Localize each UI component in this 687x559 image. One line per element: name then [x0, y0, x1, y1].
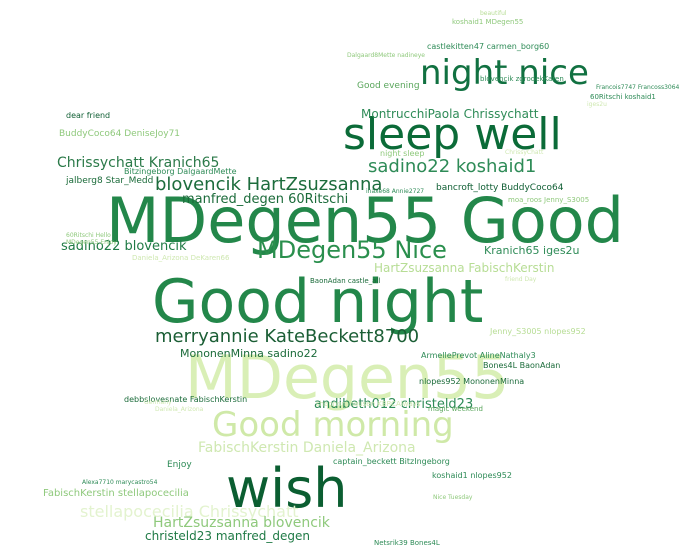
cloud-word: Dalgaard8Mette nadineye: [347, 52, 425, 59]
cloud-word: ArmellePrevot AlineNathaly3: [421, 351, 536, 360]
cloud-word: MDegen55 Nice: [257, 236, 447, 264]
cloud-word: debbslovesnate FabischKerstin: [124, 395, 248, 404]
cloud-word: Enjoy: [167, 460, 192, 470]
cloud-word: MononenMinna sadino22: [180, 347, 318, 360]
cloud-word: 60Ritschi koshaid1: [590, 93, 656, 101]
cloud-word: HartZsuzsanna FabischKerstin: [374, 261, 555, 275]
cloud-word: christeld23 manfred_degen: [145, 529, 310, 543]
cloud-word: castlekitten47 carmen_borg60: [427, 42, 550, 51]
cloud-word: Nice Tuesday: [433, 494, 473, 501]
cloud-word: BaonAdan castle_all: [310, 277, 381, 285]
cloud-word: iges2u: [587, 101, 607, 108]
cloud-word: Good morning: [212, 405, 454, 445]
cloud-word: FabischKerstin Daniela_Arizona: [198, 440, 416, 456]
cloud-word: friend Day: [505, 276, 537, 283]
cloud-word: Francois7747 Francoss3064: [596, 84, 680, 91]
cloud-word: MontrucchiPaola Chrissychatt: [361, 107, 539, 121]
cloud-word: koshaid1 nlopes952: [432, 471, 512, 480]
cloud-word: FabischKerstin stellapocecilia: [43, 488, 189, 499]
cloud-word: magic weekend: [428, 405, 483, 413]
cloud-word: nlopes952 MononenMinna: [419, 377, 525, 386]
cloud-word: MDegen55 Good: [106, 184, 625, 257]
cloud-word: sleep well: [343, 109, 562, 160]
cloud-word: jalberg8 Star_Medd: [66, 176, 154, 186]
cloud-word: BuddyCoco64 DeniseJoy71: [59, 129, 181, 139]
cloud-word: bancroft_lotty BuddyCoco64: [436, 183, 564, 193]
cloud-word: shannon_hausen KBRCAlways: [316, 400, 421, 408]
cloud-word: wish: [226, 457, 348, 520]
cloud-word: Bitzingeborg DalgaardMette: [124, 167, 237, 176]
cloud-word: sadino22 blovencik: [61, 239, 187, 254]
cloud-word: Good evening: [357, 81, 420, 91]
cloud-word: Bones4L BaonAdan: [483, 361, 561, 370]
cloud-word: moa_roos Jenny_S3005: [508, 196, 590, 204]
cloud-word: andibeth012 christeld23: [314, 397, 474, 412]
cloud-word: HartZsuzsanna blovencik: [153, 515, 330, 531]
cloud-word: Daniela_Arizona: [155, 406, 204, 413]
cloud-word: inaxe68 Annie2727: [366, 188, 425, 195]
cloud-word: sadino22 koshaid1: [368, 156, 537, 177]
cloud-word: Germany: [144, 399, 172, 406]
cloud-word: captain_beckett BitzIngeborg: [333, 457, 450, 466]
cloud-word: Netsrik39 Bones4L: [374, 539, 440, 547]
cloud-word: ChrissyChatt: [505, 149, 544, 156]
cloud-word: koshaid1 MDegen55: [452, 18, 524, 26]
cloud-word: stellapocecilia Chrissychatt: [80, 502, 299, 521]
cloud-word: Jenny_S3005 nlopes952: [490, 327, 586, 336]
cloud-word: night nice: [420, 53, 589, 93]
cloud-word: merryannie KateBeckett8700: [155, 326, 420, 347]
cloud-word: dear friend: [66, 111, 111, 120]
cloud-word: blovencik HartZsuzsanna: [155, 174, 383, 195]
cloud-word: Daniela_Arizona DeKaren66: [132, 254, 230, 262]
cloud-word: blovencik zgrodekKaren: [480, 75, 564, 83]
cloud-word: MDegen55: [185, 343, 510, 413]
cloud-word: beautiful: [480, 10, 507, 17]
cloud-word: Chrissychatt Kranich65: [57, 155, 220, 171]
cloud-word: MDegen55 Enjoy: [66, 239, 117, 246]
cloud-word: night sleep: [380, 149, 425, 158]
cloud-word: manfred_degen 60Ritschi: [182, 192, 349, 207]
cloud-word: Kranich65 iges2u: [484, 244, 580, 257]
cloud-word: 60Ritschi Hello: [66, 232, 111, 239]
cloud-word: Good night: [152, 267, 484, 337]
cloud-word: Alexa7710 marycastro54: [82, 479, 158, 486]
